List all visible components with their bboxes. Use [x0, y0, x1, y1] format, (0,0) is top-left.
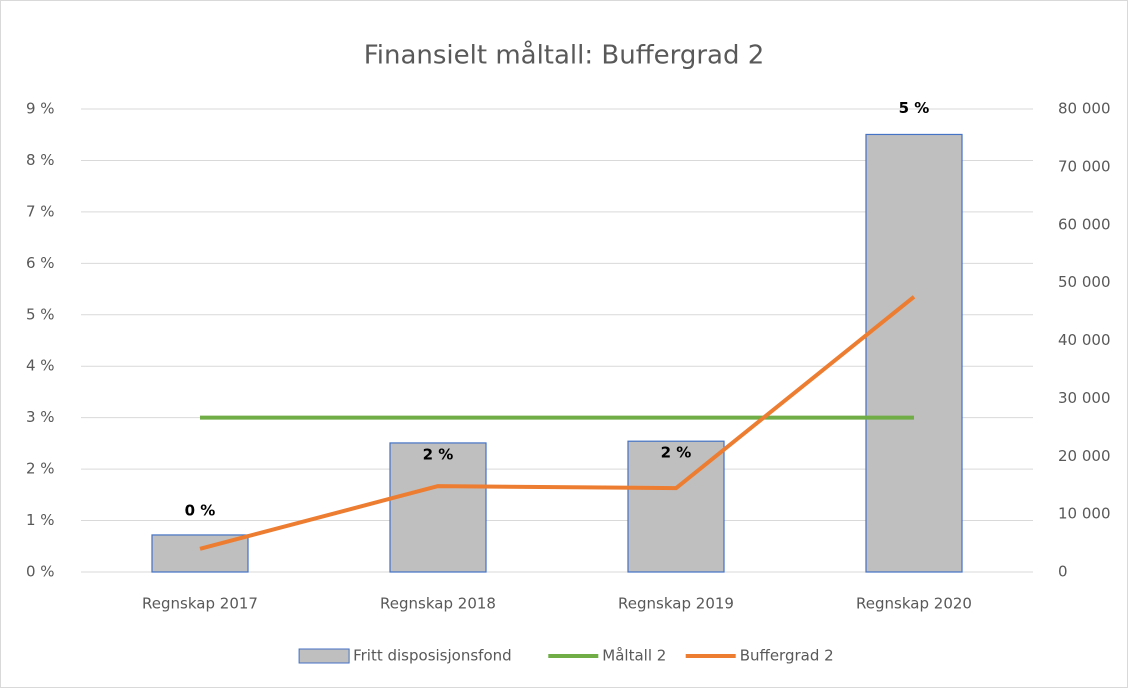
y-tick-label: 1 %: [26, 511, 55, 529]
data-label: 2 %: [661, 444, 692, 462]
data-label: 2 %: [423, 445, 454, 463]
y2-tick-label: 40 000: [1058, 331, 1111, 349]
y2-tick-label: 30 000: [1058, 389, 1111, 407]
y2-tick-label: 70 000: [1058, 157, 1111, 175]
y2-tick-label: 20 000: [1058, 447, 1111, 465]
legend-swatch: [298, 648, 350, 664]
y2-tick-label: 50 000: [1058, 273, 1111, 291]
line: [199, 295, 916, 551]
chart-title: Finansielt måltall: Buffergrad 2: [364, 40, 765, 71]
x-tick-label: Regnskap 2018: [380, 595, 496, 613]
data-label: 5 %: [899, 99, 930, 117]
y-tick-label: 9 %: [26, 100, 55, 118]
bar: [389, 442, 487, 573]
bar: [865, 133, 963, 573]
y2-tick-label: 80 000: [1058, 100, 1111, 118]
y-tick-label: 5 %: [26, 305, 55, 323]
y-tick-label: 3 %: [26, 408, 55, 426]
y-tick-label: 2 %: [26, 460, 55, 478]
x-tick-label: Regnskap 2020: [856, 595, 972, 613]
y2-tick-label: 60 000: [1058, 215, 1111, 233]
y-tick-label: 8 %: [26, 151, 55, 169]
legend-label: Måltall 2: [602, 647, 666, 665]
legend-label: Buffergrad 2: [740, 647, 834, 665]
y-tick-label: 6 %: [26, 254, 55, 272]
y-tick-label: 4 %: [26, 357, 55, 375]
legend-label: Fritt disposisjonsfond: [353, 647, 512, 665]
y2-tick-label: 10 000: [1058, 505, 1111, 523]
y2-tick-label: 0: [1058, 563, 1068, 581]
data-label: 0 %: [185, 501, 216, 519]
x-tick-label: Regnskap 2019: [618, 595, 734, 613]
y-tick-label: 7 %: [26, 202, 55, 220]
y-tick-label: 0 %: [26, 563, 55, 581]
x-tick-label: Regnskap 2017: [142, 595, 258, 613]
